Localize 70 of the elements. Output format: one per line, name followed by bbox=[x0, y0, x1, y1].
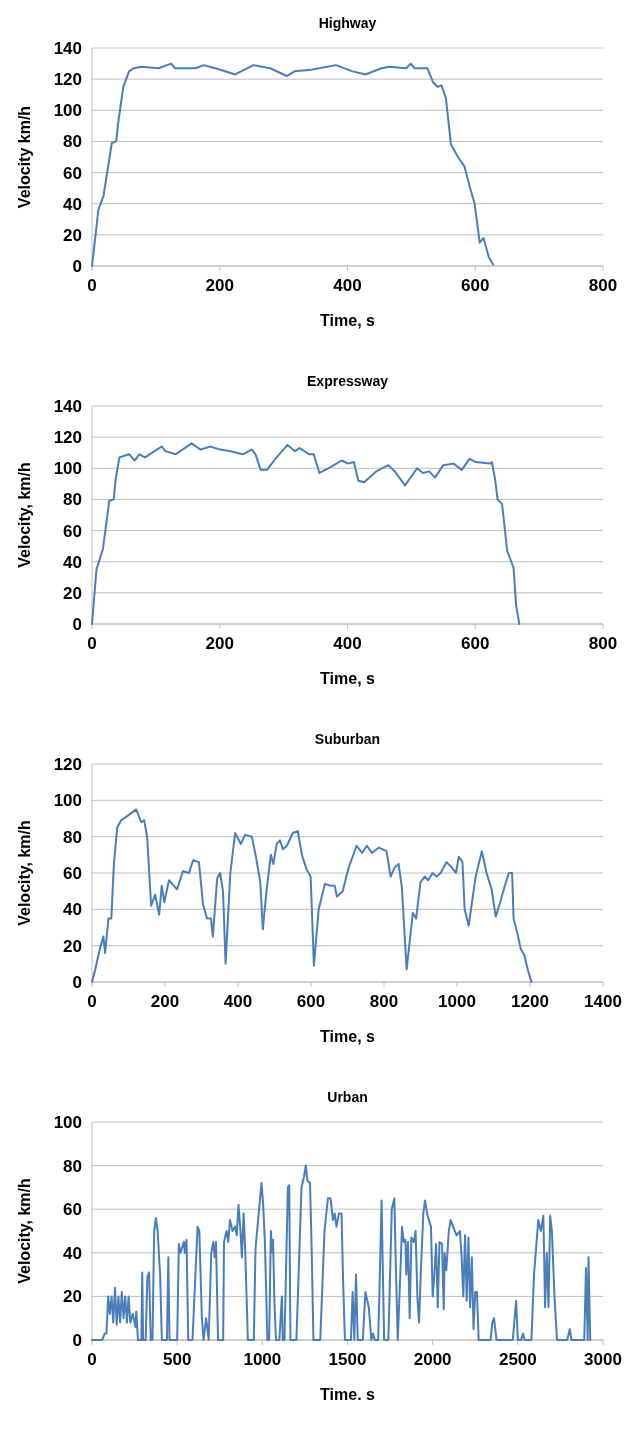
x-axis-title: Time, s bbox=[320, 312, 376, 329]
y-tick-label: 20 bbox=[63, 936, 82, 956]
x-tick-label: 1000 bbox=[243, 1350, 282, 1369]
y-tick-label: 20 bbox=[63, 1287, 82, 1307]
y-tick-label: 40 bbox=[63, 900, 82, 920]
y-tick-label: 140 bbox=[53, 396, 82, 416]
x-tick-label: 400 bbox=[223, 992, 253, 1011]
y-tick-label: 0 bbox=[72, 1330, 82, 1350]
line-series bbox=[91, 442, 521, 625]
y-tick-label: 100 bbox=[53, 1112, 82, 1132]
y-tick-label: 120 bbox=[53, 754, 82, 774]
x-tick-label: 500 bbox=[162, 1350, 192, 1369]
y-tick-label: 60 bbox=[63, 1200, 82, 1220]
y-axis-title: Velocity, km/h bbox=[16, 1178, 33, 1284]
x-tick-label: 200 bbox=[150, 992, 180, 1011]
x-tick-label: 800 bbox=[369, 992, 399, 1011]
x-tick-label: 0 bbox=[87, 634, 97, 653]
x-tick-label: 0 bbox=[87, 276, 97, 295]
x-tick-label: 0 bbox=[87, 1350, 97, 1369]
x-tick-label: 1200 bbox=[511, 992, 549, 1011]
y-tick-label: 120 bbox=[53, 70, 82, 90]
x-tick-label: 2000 bbox=[413, 1350, 452, 1369]
x-tick-label: 1000 bbox=[438, 992, 476, 1011]
y-tick-label: 80 bbox=[63, 490, 82, 510]
x-tick-label: 2500 bbox=[498, 1350, 537, 1369]
chart-title: Expressway bbox=[307, 373, 389, 389]
chart-title: Suburban bbox=[314, 731, 381, 747]
x-tick-label: 600 bbox=[461, 634, 490, 653]
y-tick-label: 100 bbox=[53, 791, 82, 811]
y-tick-label: 100 bbox=[53, 459, 82, 479]
x-axis-title: Time, s bbox=[320, 670, 376, 687]
y-tick-label: 20 bbox=[63, 225, 82, 245]
x-tick-label: 800 bbox=[588, 634, 618, 653]
y-tick-label: 60 bbox=[63, 863, 82, 883]
x-tick-label: 0 bbox=[87, 992, 97, 1011]
y-tick-label: 40 bbox=[63, 1243, 82, 1263]
x-tick-label: 800 bbox=[588, 276, 618, 295]
y-tick-label: 0 bbox=[72, 972, 82, 992]
y-tick-label: 140 bbox=[53, 38, 82, 58]
x-tick-label: 3000 bbox=[584, 1350, 622, 1369]
x-tick-label: 400 bbox=[333, 276, 362, 295]
y-axis-title: Velocity, km/h bbox=[16, 820, 33, 926]
x-tick-label: 400 bbox=[333, 634, 362, 653]
y-tick-label: 60 bbox=[63, 521, 82, 541]
y-tick-label: 40 bbox=[63, 194, 82, 214]
y-tick-label: 80 bbox=[63, 1156, 82, 1176]
y-tick-label: 0 bbox=[72, 256, 82, 276]
y-tick-label: 80 bbox=[63, 132, 82, 152]
x-tick-label: 1500 bbox=[328, 1350, 367, 1369]
chart-title: Urban bbox=[327, 1089, 368, 1105]
line-series bbox=[91, 1164, 592, 1341]
y-tick-label: 0 bbox=[72, 614, 82, 634]
y-tick-label: 60 bbox=[63, 163, 82, 183]
x-tick-label: 200 bbox=[205, 276, 234, 295]
line-series bbox=[91, 62, 495, 267]
x-tick-label: 1400 bbox=[584, 992, 622, 1011]
y-axis-title: Velocity, km/h bbox=[16, 462, 33, 568]
x-tick-label: 600 bbox=[461, 276, 490, 295]
y-tick-label: 100 bbox=[53, 101, 82, 121]
y-tick-label: 40 bbox=[63, 552, 82, 572]
y-tick-label: 120 bbox=[53, 428, 82, 448]
y-tick-label: 20 bbox=[63, 583, 82, 603]
x-tick-label: 600 bbox=[296, 992, 326, 1011]
x-tick-label: 200 bbox=[205, 634, 234, 653]
chart-title: Highway bbox=[318, 15, 377, 31]
x-axis-title: Time, s bbox=[320, 1028, 376, 1045]
line-series bbox=[91, 808, 533, 983]
y-tick-label: 80 bbox=[63, 827, 82, 847]
x-axis-title: Time. s bbox=[320, 1386, 376, 1403]
y-axis-title: Velocity km/h bbox=[16, 105, 33, 209]
